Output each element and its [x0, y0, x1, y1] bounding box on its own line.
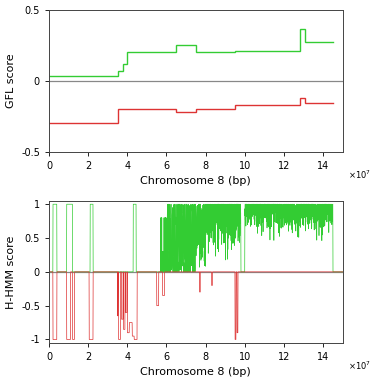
Y-axis label: GFL score: GFL score [6, 53, 15, 108]
Y-axis label: H-HMM score: H-HMM score [6, 235, 15, 309]
Text: $\times10^7$: $\times10^7$ [348, 169, 371, 181]
Text: $\times10^7$: $\times10^7$ [348, 360, 371, 372]
X-axis label: Chromosome 8 (bp): Chromosome 8 (bp) [140, 176, 251, 186]
X-axis label: Chromosome 8 (bp): Chromosome 8 (bp) [140, 367, 251, 377]
